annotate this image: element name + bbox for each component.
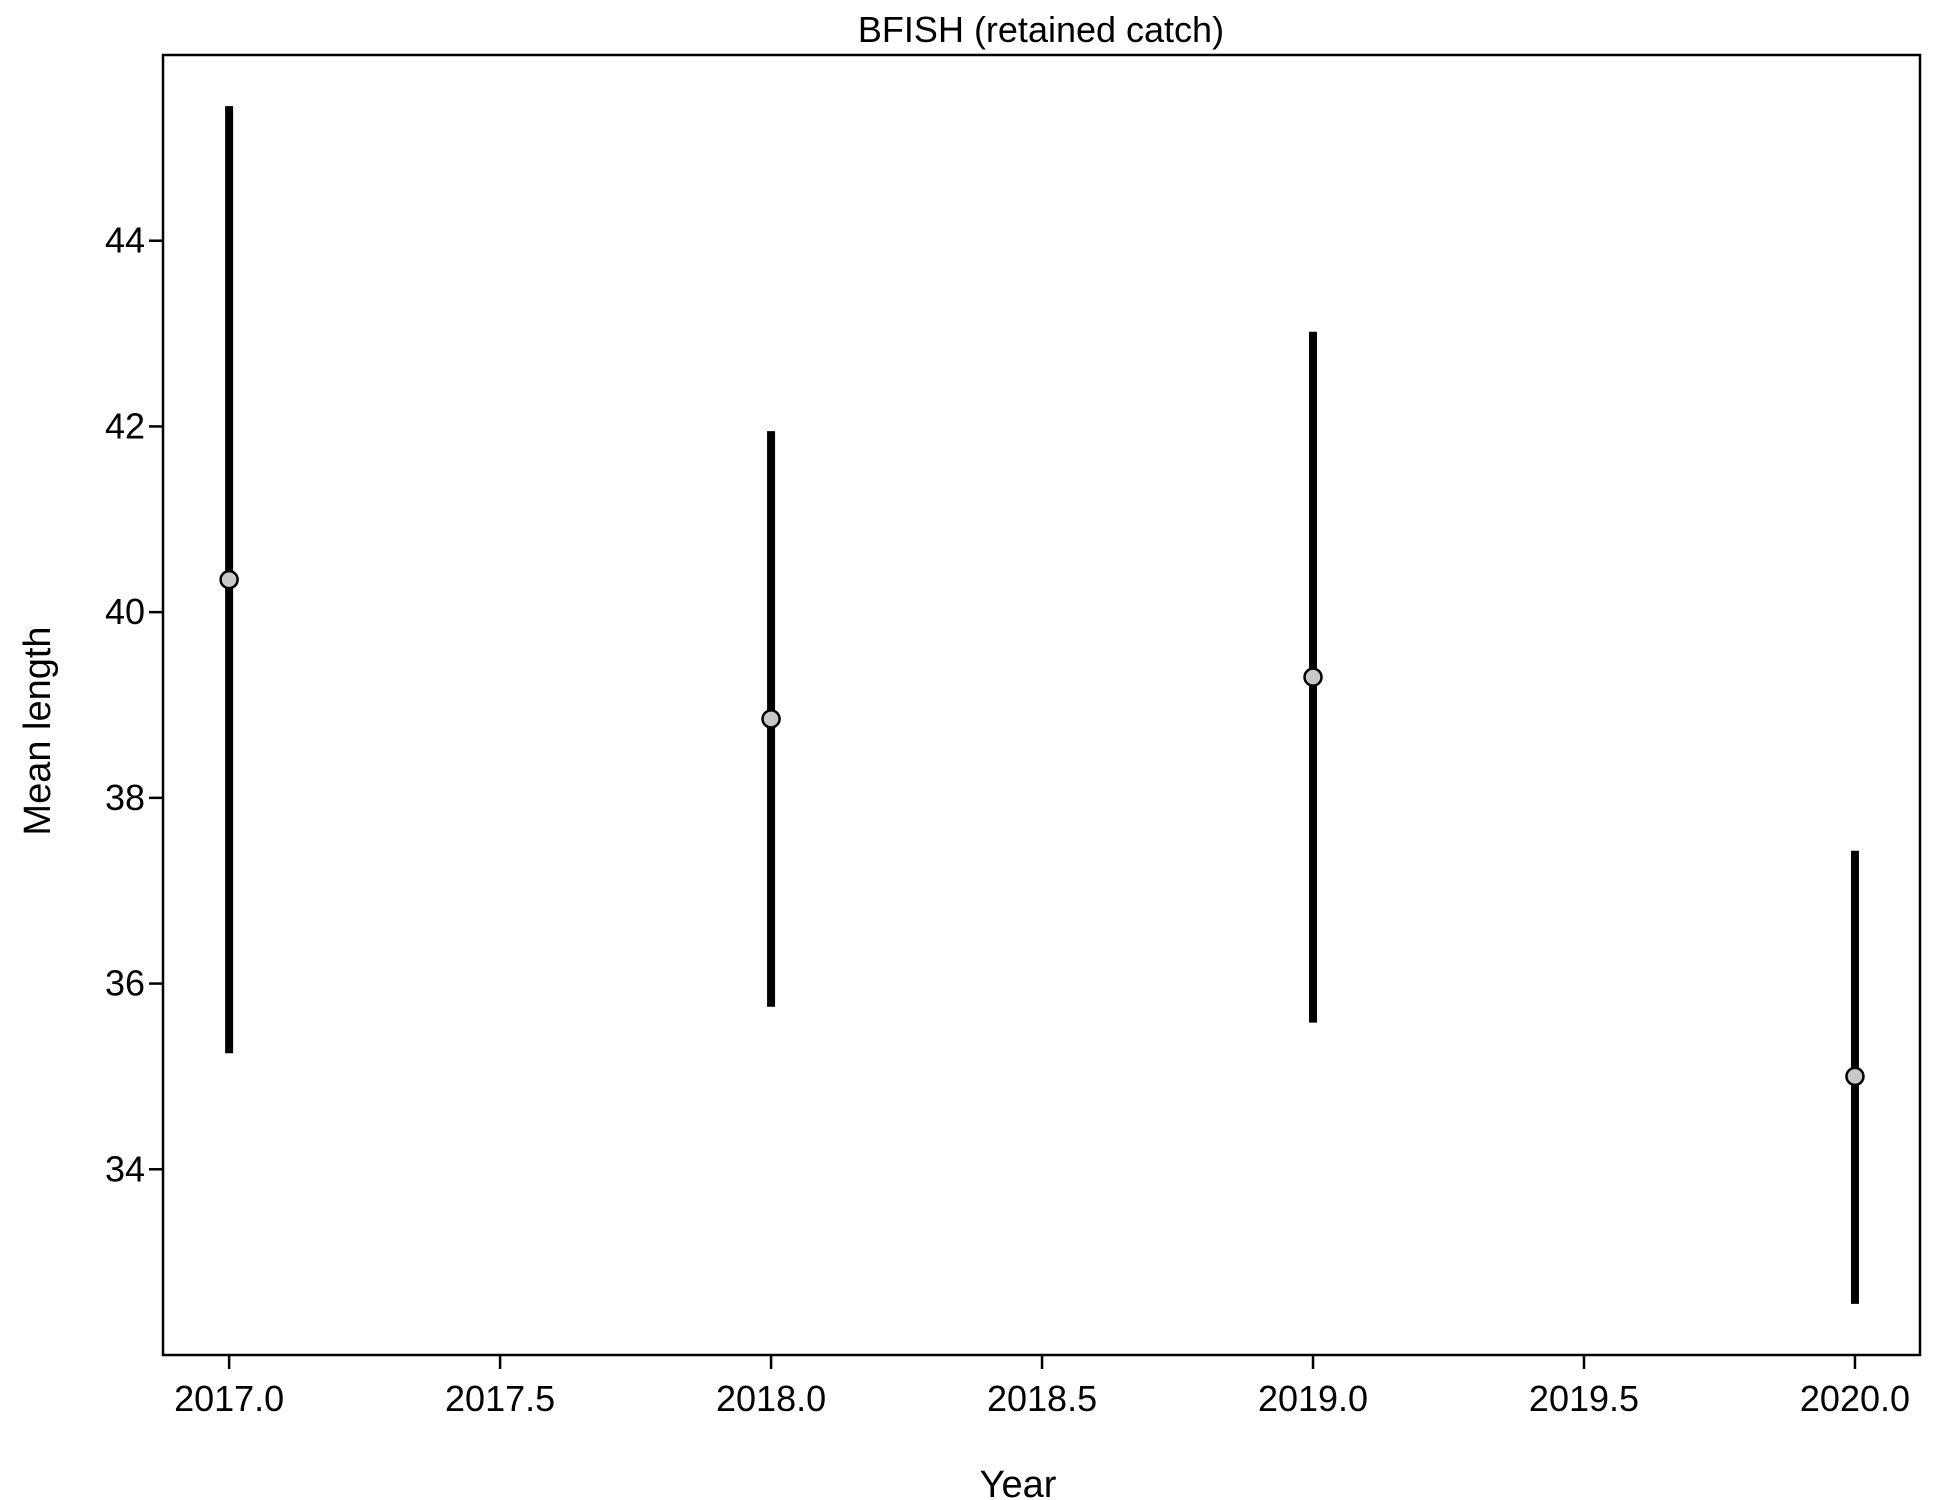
- x-tick-label: 2017.5: [445, 1378, 555, 1419]
- y-tick-label: 34: [105, 1148, 145, 1189]
- x-tick-label: 2019.0: [1258, 1378, 1368, 1419]
- y-tick-label: 36: [105, 963, 145, 1004]
- mean-point: [219, 569, 239, 590]
- chart-title: BFISH (retained catch): [858, 9, 1224, 50]
- y-tick-label: 44: [105, 220, 145, 261]
- x-tick-label: 2019.5: [1529, 1378, 1639, 1419]
- error-bars: [225, 106, 1859, 1304]
- x-axis: 2017.0 2017.5 2018.0 2018.5 2019.0 2019.5 2020…: [174, 1355, 1910, 1419]
- x-tick-label: 2017.0: [174, 1378, 284, 1419]
- y-tick-label: 40: [105, 591, 145, 632]
- x-tick-label: 2020.0: [1800, 1378, 1910, 1419]
- plot-area-frame: [161, 53, 1922, 1357]
- y-tick-label: 38: [105, 777, 145, 818]
- mean-point: [761, 709, 781, 729]
- x-axis-label: Year: [980, 1464, 1057, 1500]
- mean-point: [1845, 1066, 1865, 1087]
- y-axis: 34 36 38 40 42 44: [105, 220, 163, 1189]
- mean-point: [1303, 667, 1323, 687]
- x-tick-label: 2018.5: [987, 1378, 1097, 1419]
- y-tick-label: 42: [105, 405, 145, 446]
- data-points: [219, 569, 1865, 1087]
- x-tick-label: 2018.0: [716, 1378, 826, 1419]
- y-axis-label: Mean length: [17, 626, 59, 835]
